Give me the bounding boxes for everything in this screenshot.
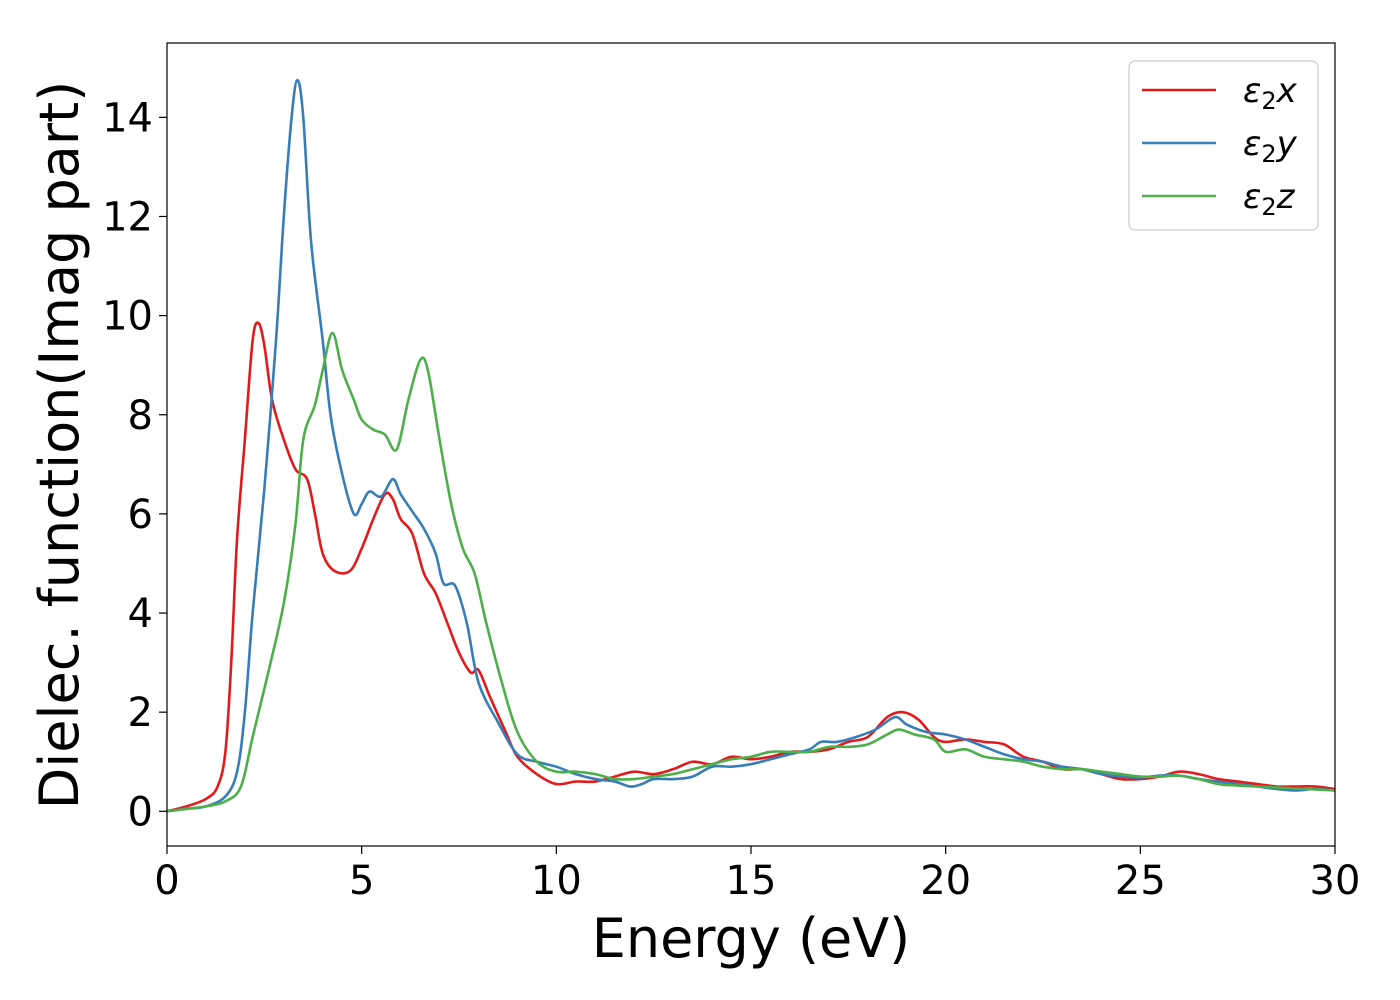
legend-box [1128,60,1319,231]
legend: ε2x ε2y ε2z [1128,60,1319,231]
y-tick-label: 2 [128,690,153,736]
x-axis-label: Energy (eV) [592,907,911,970]
series-layer [166,78,1336,813]
y-axis-label: Dielec. function(Imag part) [28,81,91,810]
legend-label-1: ε2y [1243,124,1298,168]
x-tick-label: 15 [726,858,777,904]
x-tick-label: 0 [154,858,179,904]
y-tick-label: 8 [128,393,153,439]
y-tick-label: 14 [102,95,153,141]
y-tick-label: 12 [102,194,153,240]
y-tick-label: 6 [128,492,153,538]
y-tick-label: 10 [102,294,153,340]
legend-label-2: ε2z [1243,177,1296,221]
x-tick-label: 25 [1115,858,1166,904]
legend-label-0: ε2x [1243,71,1298,115]
series-line-2 [166,331,1336,813]
y-tick-label: 0 [128,789,153,835]
x-tick-label: 30 [1310,858,1361,904]
y-axis: 0 2 4 6 8 10 12 14 [102,95,167,835]
x-tick-label: 10 [531,858,582,904]
x-tick-label: 20 [920,858,971,904]
y-tick-label: 4 [128,591,153,637]
x-tick-label: 5 [349,858,374,904]
x-axis: 0 5 10 15 20 25 30 [154,846,1360,904]
